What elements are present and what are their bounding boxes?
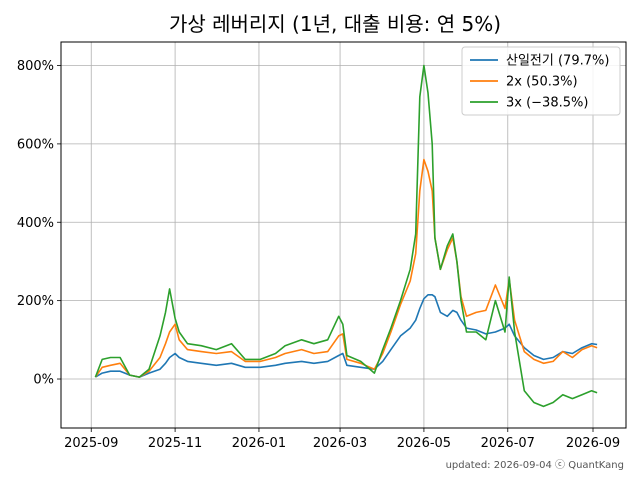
y-axis: 0% 200% 400% 600% 800% [17, 59, 61, 388]
y-tick-label: 800% [17, 59, 54, 74]
x-tick-label: 2026-07 [481, 436, 535, 451]
x-tick-label: 2025-11 [148, 436, 202, 451]
x-tick-label: 2026-01 [232, 436, 286, 451]
chart-title: 가상 레버리지 (1년, 대출 비용: 연 5%) [169, 12, 501, 36]
y-tick-label: 600% [17, 137, 54, 152]
x-tick-label: 2026-09 [566, 436, 620, 451]
y-tick-label: 400% [17, 216, 54, 231]
x-tick-label: 2025-09 [64, 436, 118, 451]
x-axis: 2025-09 2025-11 2026-01 2026-03 2026-05 2026-… [64, 428, 620, 451]
x-tick-label: 2026-03 [313, 436, 367, 451]
legend-label: 3x (−38.5%) [506, 96, 588, 111]
series-line-3 [94, 64, 598, 408]
y-tick-label: 0% [33, 373, 54, 388]
x-tick-label: 2026-05 [397, 436, 451, 451]
legend: 산일전기 (79.7%) 2x (50.3%) 3x (−38.5%) [461, 46, 621, 116]
plot-frame [60, 41, 627, 429]
series-line-1 [94, 293, 598, 378]
y-tick-label: 200% [17, 294, 54, 309]
legend-box [461, 46, 621, 116]
legend-label: 2x (50.3%) [506, 75, 578, 90]
legend-label: 산일전기 (79.7%) [506, 54, 609, 69]
footer-note: updated: 2026-09-04 ⓒ QuantKang [446, 459, 624, 471]
series-lines [94, 64, 598, 408]
